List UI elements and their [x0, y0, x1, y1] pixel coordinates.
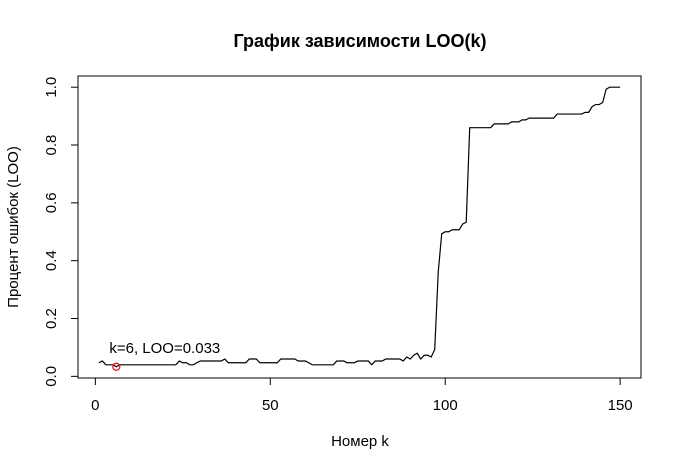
- y-tick-label: 0.2: [43, 308, 60, 329]
- y-tick-label: 0.0: [43, 366, 60, 387]
- x-tick-label: 0: [91, 397, 99, 414]
- y-tick-label: 0.8: [43, 135, 60, 156]
- x-axis-label: Номер k: [331, 433, 389, 450]
- x-tick-label: 100: [433, 397, 458, 414]
- y-tick-label: 0.4: [43, 250, 60, 271]
- y-axis-label: Процент ошибок (LOO): [5, 146, 22, 308]
- x-tick-label: 50: [262, 397, 279, 414]
- annotation: k=6, LOO=0.033: [109, 340, 220, 357]
- y-tick-label: 0.6: [43, 192, 60, 213]
- line: [98, 86, 621, 368]
- y-tick-label: 1.0: [43, 77, 60, 98]
- highlight-point: [112, 362, 121, 371]
- plot-frame: [77, 75, 642, 379]
- chart-title: График зависимости LOO(k): [233, 31, 486, 51]
- x-tick-label: 150: [608, 397, 633, 414]
